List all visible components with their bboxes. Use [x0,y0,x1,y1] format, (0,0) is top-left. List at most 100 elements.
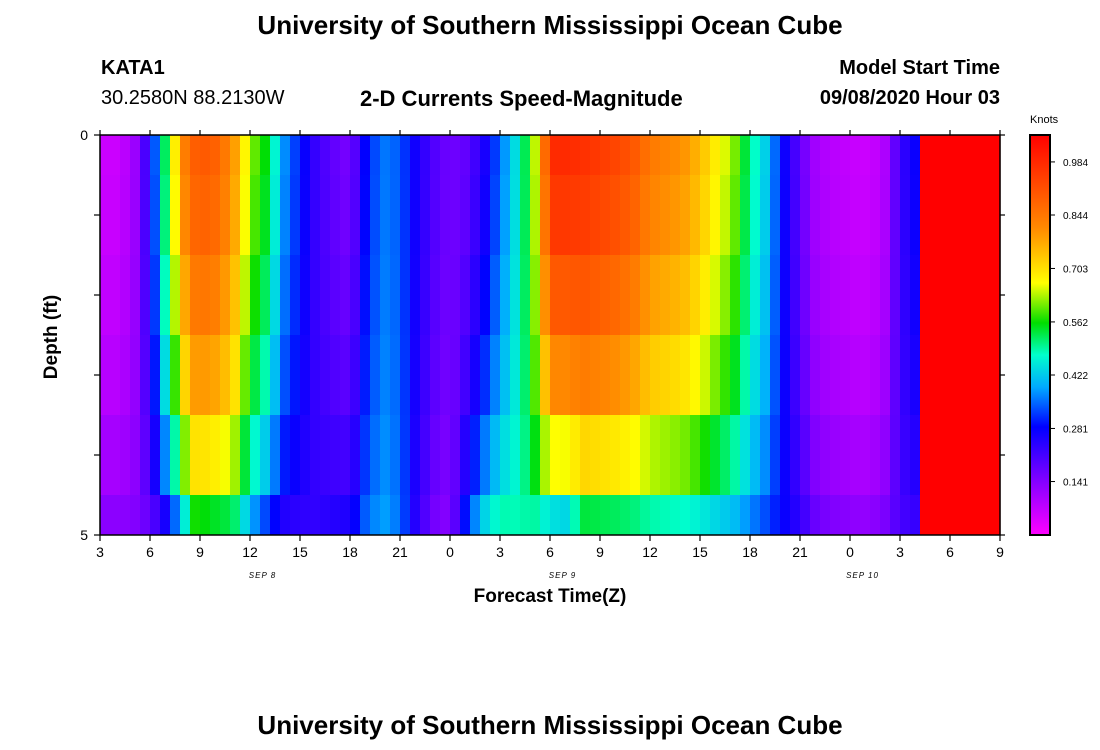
heatmap-cell [570,415,581,495]
heatmap-cell [110,495,121,535]
heatmap-cell [250,255,261,335]
heatmap-cell [550,415,561,495]
heatmap-cell [790,175,801,255]
heatmap-cell [360,255,371,335]
heatmap-cell [300,255,311,335]
colorbar [1029,134,1051,536]
heatmap-cell [150,135,161,175]
heatmap-cell [100,255,111,335]
heatmap-cell [970,175,981,255]
heatmap-cell [960,255,971,335]
heatmap-cell [280,135,291,175]
heatmap-cell [230,415,241,495]
heatmap-cell [320,335,331,415]
heatmap-cell [110,415,121,495]
heatmap-cell [120,255,131,335]
heatmap-cell [570,175,581,255]
heatmap-cell [640,255,651,335]
heatmap-cell [490,335,501,415]
heatmap-cell [760,415,771,495]
heatmap-cell [770,335,781,415]
heatmap-cell [930,255,941,335]
heatmap-cell [490,495,501,535]
heatmap-cell [800,135,811,175]
heatmap-cell [480,135,491,175]
heatmap-cell [190,335,201,415]
colorbar-tick-label: 0.844 [1063,211,1088,222]
heatmap-cell [420,175,431,255]
heatmap-cell [510,415,521,495]
heatmap-cell [900,495,911,535]
heatmap-cell [950,135,961,175]
heatmap-cell [320,495,331,535]
heatmap-cell [800,415,811,495]
heatmap-cell [160,135,171,175]
heatmap-cell [950,415,961,495]
heatmap-cell [560,175,571,255]
heatmap-cell [240,495,251,535]
x-tick-label: 3 [496,544,504,560]
heatmap-cell [990,135,1001,175]
heatmap-cell [380,255,391,335]
heatmap-cell [890,495,901,535]
heatmap-cell [100,175,111,255]
heatmap-cell [620,495,631,535]
heatmap-cell [170,415,181,495]
heatmap-cell [880,335,891,415]
x-tick-label: 12 [642,544,658,560]
heatmap-cell [480,335,491,415]
heatmap-cell [460,255,471,335]
heatmap-cell [710,415,721,495]
heatmap-cell [770,495,781,535]
heatmap-cell [440,255,451,335]
heatmap-cell [870,255,881,335]
heatmap-cell [240,415,251,495]
heatmap-cell [650,255,661,335]
heatmap-cell [450,135,461,175]
heatmap-cell [870,175,881,255]
heatmap-cell [670,255,681,335]
heatmap-cell [480,415,491,495]
heatmap-cell [140,175,151,255]
heatmap-cell [840,415,851,495]
heatmap-cell [960,495,971,535]
heatmap-cell [660,415,671,495]
footer-title: University of Southern Mississippi Ocean… [257,710,843,740]
heatmap-cell [210,175,221,255]
heatmap-cell [780,335,791,415]
heatmap-cell [110,175,121,255]
heatmap-cell [970,495,981,535]
heatmap-cell [610,415,621,495]
heatmap-cell [620,415,631,495]
heatmap-cell [360,175,371,255]
heatmap-cell [120,175,131,255]
heatmap-cell [610,255,621,335]
heatmap-cell [640,495,651,535]
heatmap-cell [930,335,941,415]
heatmap-cell [850,335,861,415]
heatmap-cell [360,135,371,175]
heatmap-cell [260,415,271,495]
heatmap-cell [560,335,571,415]
heatmap-cell [300,495,311,535]
heatmap-cell [840,135,851,175]
heatmap-cell [460,135,471,175]
heatmap-cell [290,255,301,335]
heatmap-cell [110,135,121,175]
heatmap-cell [490,175,501,255]
heatmap-cell [830,495,841,535]
heatmap-cell [390,135,401,175]
heatmap-cell [690,335,701,415]
heatmap-cell [400,495,411,535]
heatmap-cell [310,335,321,415]
heatmap-cell [430,135,441,175]
heatmap-cell [410,495,421,535]
heatmap-cell [620,135,631,175]
heatmap-cell [960,415,971,495]
heatmap-cell [190,415,201,495]
heatmap-cell [710,495,721,535]
heatmap-cell [610,335,621,415]
heatmap-cell [230,135,241,175]
heatmap-cell [940,175,951,255]
heatmap-cell [310,255,321,335]
